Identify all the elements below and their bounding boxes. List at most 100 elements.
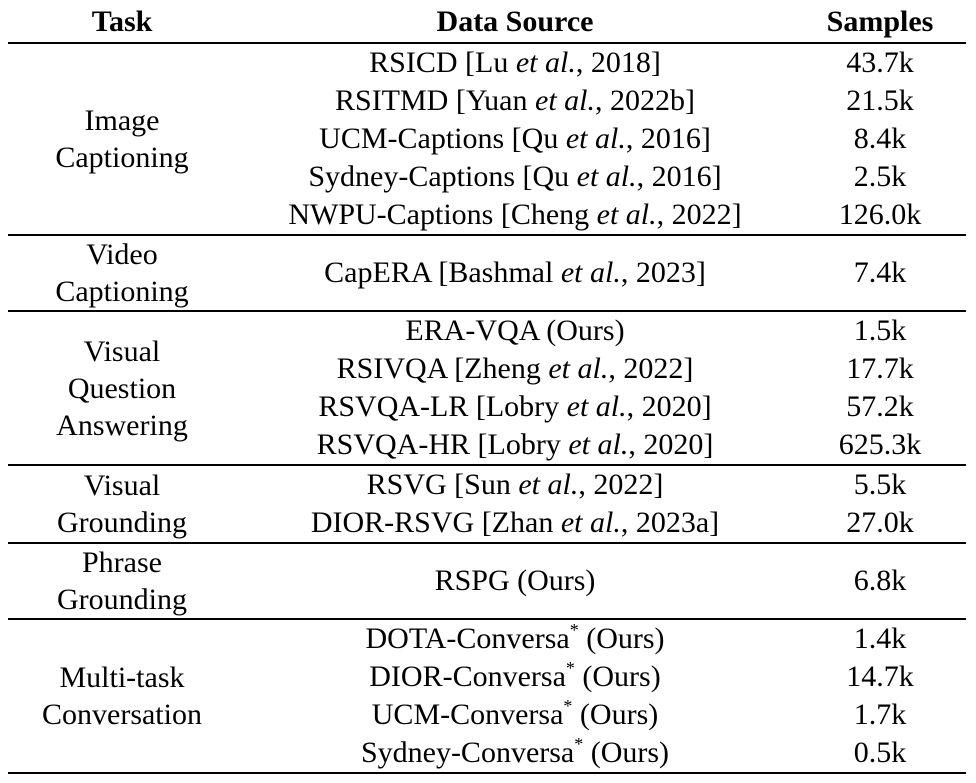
samples-cell: 1.4k [853,622,907,655]
samples-cell: 2.5k [853,160,907,193]
table-row: Video Captioning CapERA [Bashmal et al., 2… [8,235,966,312]
data-source-cell: DIOR-Conversa* (Ours) [236,658,794,696]
table-row: Image Captioning RSICD [Lu et al., 2018] 43… [8,43,966,236]
data-source-cell: RSVG [Sun et al., 2022] [236,465,794,504]
samples-cell: 1.7k [853,698,907,731]
table-row: RSVQA-HR [Lobry et al., 2020] 625.3k [8,426,966,466]
source-name: NWPU-Captions [Cheng [288,198,597,231]
source-citation-year: (Ours) [572,698,659,731]
source-name: UCM-Captions [Qu [319,122,566,155]
data-source-cell: UCM-Captions [Qu et al., 2016] [236,120,794,158]
source-asterisk: * [569,620,579,640]
data-source-cell: ERA-VQA (Ours) [236,311,794,350]
source-name: RSVQA-HR [Lobry [316,428,569,461]
source-name: RSVQA-LR [Lobry [318,390,567,423]
source-et-al: et al. [596,198,657,231]
table-row: Sydney-Conversa* (Ours) 0.5k [8,734,966,774]
task-cell: Phrase Grounding [8,543,236,620]
table-row: Multi-task Conversation DOTA-Conversa* (Ou… [8,619,966,774]
data-source-cell: RSICD [Lu et al., 2018] [236,43,794,82]
source-et-al: et al. [566,390,627,423]
source-et-al: et al. [565,122,626,155]
task-label-line: Captioning [55,141,189,174]
task-label-line: Multi-task [59,661,185,694]
source-et-al: et al. [535,84,595,117]
source-et-al: et al. [576,160,637,193]
header-row: Task Data Source Samples [8,2,966,44]
source-asterisk: * [565,658,575,678]
samples-cell: 21.5k [846,84,914,117]
source-citation-year: , 2022] [656,198,742,231]
source-name: UCM-Conversa [371,698,564,731]
data-source-cell: DOTA-Conversa* (Ours) [236,619,794,658]
task-label-line: Visual [83,334,161,368]
data-source-cell: Sydney-Captions [Qu et al., 2016] [236,158,794,196]
task-label-line: Phrase [82,546,162,579]
source-citation-year: , 2016] [625,122,711,155]
table-row: RSIVQA [Zheng et al., 2022] 17.7k [8,350,966,388]
source-et-al: et al. [560,506,621,539]
source-name: RSIVQA [Zheng [336,352,549,385]
samples-cell: 126.0k [794,196,966,236]
source-name: ERA-VQA (Ours) [405,314,625,347]
header-source: Data Source [236,2,794,44]
source-citation-year: , 2018] [575,46,661,79]
data-source-cell: RSPG (Ours) [236,543,794,620]
data-source-cell: NWPU-Captions [Cheng et al., 2022] [236,196,794,236]
data-source-cell: RSIVQA [Zheng et al., 2022] [236,350,794,388]
source-citation-year: (Ours) [574,660,661,693]
samples-cell: 5.5k [853,468,907,501]
samples-cell: 6.8k [794,543,966,620]
source-citation-year: , 2022] [608,352,694,385]
source-name: RSITMD [Yuan [335,84,535,117]
task-label-line: Grounding [57,583,187,616]
source-name: RSVG [Sun [366,468,519,501]
table-row: RSITMD [Yuan et al., 2022b] 21.5k [8,82,966,120]
table-row: NWPU-Captions [Cheng et al., 2022] 126.0k [8,196,966,236]
samples-cell: 8.4k [853,122,907,155]
source-citation-year: , 2023a] [620,506,720,539]
samples-cell: 14.7k [846,660,914,693]
table-body: Image Captioning RSICD [Lu et al., 2018] 43… [8,43,966,774]
source-name: Sydney-Conversa [360,736,575,769]
source-et-al: et al. [560,256,621,289]
data-source-cell: CapERA [Bashmal et al., 2023] [236,235,794,312]
source-citation-year: , 2022b] [595,84,695,117]
source-name: DOTA-Conversa [365,622,570,655]
task-cell: Image Captioning [8,43,236,236]
source-name: RSICD [Lu [369,46,516,79]
source-asterisk: * [574,734,584,754]
data-source-cell: DIOR-RSVG [Zhan et al., 2023a] [236,504,794,544]
table-row: DIOR-Conversa* (Ours) 14.7k [8,658,966,696]
task-label-line: Visual [83,469,161,502]
task-cell: Visual Grounding [8,465,236,544]
table-row: RSVQA-LR [Lobry et al., 2020] 57.2k [8,388,966,426]
task-label-line: Video [86,238,158,271]
source-name: RSPG (Ours) [434,564,596,597]
header-task: Task [8,2,236,44]
data-source-cell: RSVQA-HR [Lobry et al., 2020] [236,426,794,466]
task-label-line: Captioning [55,275,189,308]
source-name: CapERA [Bashmal [324,256,561,289]
data-source-cell: RSVQA-LR [Lobry et al., 2020] [236,388,794,426]
task-label-line: Grounding [57,506,187,539]
source-citation-year: , 2020] [626,390,712,423]
table-row: Visual Grounding RSVG [Sun et al., 2022] 5.… [8,465,966,544]
samples-cell: 7.4k [794,235,966,312]
task-label-line: Image [84,104,160,137]
samples-cell: 43.7k [846,46,914,79]
source-citation-year: , 2023] [620,256,706,289]
data-source-cell: Sydney-Conversa* (Ours) [236,734,794,774]
source-name: Sydney-Captions [Qu [308,160,577,193]
source-citation-year: , 2016] [636,160,722,193]
samples-cell: 0.5k [794,734,966,774]
source-name: DIOR-RSVG [Zhan [310,506,561,539]
table-row: Sydney-Captions [Qu et al., 2016] 2.5k [8,158,966,196]
source-citation-year: , 2020] [628,428,714,461]
source-asterisk: * [563,696,573,716]
task-cell: Video Captioning [8,235,236,312]
data-source-cell: UCM-Conversa* (Ours) [236,696,794,734]
samples-cell: 57.2k [846,390,914,423]
table-row: UCM-Conversa* (Ours) 1.7k [8,696,966,734]
source-name: DIOR-Conversa [369,660,566,693]
